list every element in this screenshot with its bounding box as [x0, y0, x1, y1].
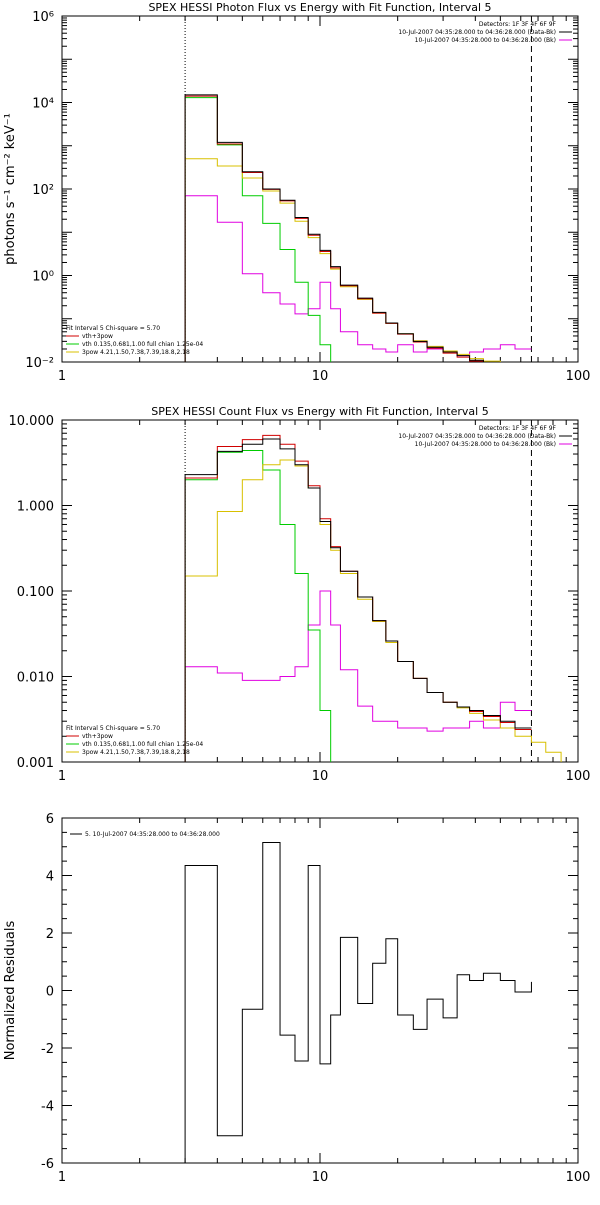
chart-title: SPEX HESSI Count Flux vs Energy with Fit… — [151, 405, 488, 418]
y-tick-label: 10⁶ — [32, 10, 54, 25]
count-flux-panel: SPEX HESSI Count Flux vs Energy with Fit… — [9, 405, 591, 784]
y-axis-ticks — [62, 423, 578, 763]
y-tick-label: 0.100 — [17, 585, 54, 600]
legend-bottom-entry: 3pow 4.21,1.50,7.38,7.39,18.8,2.18 — [82, 349, 190, 356]
x-tick-label: 1 — [58, 769, 66, 784]
legend-top-entry: 10-Jul-2007 04:35:28.000 to 04:36:28.000… — [398, 433, 556, 440]
legend-bottom-entry: vth+3pow — [82, 333, 113, 340]
y-tick-label: 10⁻² — [25, 356, 54, 371]
y-tick-label: 10⁰ — [32, 270, 54, 285]
y-tick-label: 0 — [46, 985, 54, 1000]
y-tick-label: -6 — [41, 1157, 54, 1172]
y-axis-ticks — [62, 17, 578, 363]
legend-bottom-entry: Fit Interval 5 Chi-square = 5.70 — [66, 725, 160, 732]
y-tick-label: 0.010 — [17, 671, 54, 686]
legend-top-entry: Detectors: 1F 3F 4F 6F 9F — [479, 21, 557, 28]
legend-bottom-entry: vth 0.135,0.681,1.00 full chian 1.25e-04 — [82, 341, 203, 348]
y-tick-label: 10.000 — [9, 414, 55, 429]
legend-entry: 5. 10-Jul-2007 04:35:28.000 to 04:36:28.… — [85, 831, 220, 838]
legend-top-entry: 10-Jul-2007 04:35:28.000 to 04:36:28.000… — [415, 37, 556, 44]
x-tick-label: 1 — [58, 1170, 66, 1185]
y-tick-label: 0.001 — [17, 756, 54, 771]
series-group — [184, 94, 532, 362]
legend-top-entry: 10-Jul-2007 04:35:28.000 to 04:36:28.000… — [398, 29, 556, 36]
series-group — [184, 434, 562, 762]
y-axis-label: photons s⁻¹ cm⁻² keV⁻¹ — [3, 113, 18, 265]
series-line-4 — [184, 590, 532, 762]
y-axis-ticks — [62, 817, 578, 1164]
x-tick-label: 10 — [312, 1170, 329, 1185]
x-tick-label: 100 — [566, 369, 591, 384]
series-line-0 — [184, 94, 484, 362]
y-tick-label: 10⁴ — [32, 97, 54, 112]
x-tick-label: 1 — [58, 369, 66, 384]
y-tick-label: 1.000 — [17, 500, 54, 515]
legend-bottom-entry: 3pow 4.21,1.50,7.38,7.39,18.8,2.18 — [82, 749, 190, 756]
series-line-0 — [184, 841, 532, 1163]
x-tick-label: 100 — [566, 1170, 591, 1185]
x-tick-label: 10 — [312, 769, 329, 784]
y-tick-label: 2 — [46, 927, 54, 942]
series-group — [184, 841, 532, 1163]
series-line-2 — [184, 97, 332, 362]
y-tick-label: 6 — [46, 812, 54, 827]
series-line-3 — [184, 459, 562, 762]
y-tick-label: -4 — [41, 1100, 54, 1115]
y-tick-label: 10² — [32, 183, 54, 198]
series-line-0 — [184, 438, 532, 762]
legend-bottom-entry: Fit Interval 5 Chi-square = 5.70 — [66, 325, 160, 332]
chart-title: SPEX HESSI Photon Flux vs Energy with Fi… — [148, 1, 491, 14]
y-tick-label: -2 — [41, 1042, 54, 1057]
legend-bottom-entry: vth+3pow — [82, 733, 113, 740]
legend-top-entry: Detectors: 1F 3F 4F 6F 9F — [479, 425, 557, 432]
legend-top-entry: 10-Jul-2007 04:35:28.000 to 04:36:28.000… — [415, 441, 556, 448]
x-tick-label: 100 — [566, 769, 591, 784]
y-tick-label: 4 — [46, 870, 54, 885]
series-line-4 — [184, 195, 532, 362]
legend-bottom-entry: vth 0.135,0.681,1.00 full chian 1.25e-04 — [82, 741, 203, 748]
photon-flux-panel: SPEX HESSI Photon Flux vs Energy with Fi… — [3, 1, 591, 384]
x-tick-label: 10 — [312, 369, 329, 384]
y-axis-label: Normalized Residuals — [3, 921, 18, 1061]
x-axis-ticks — [61, 16, 567, 362]
residuals-panel: Normalized Residuals 1 10 100 -6 -4 -2 0 2 4 6 5. 1… — [3, 812, 590, 1185]
